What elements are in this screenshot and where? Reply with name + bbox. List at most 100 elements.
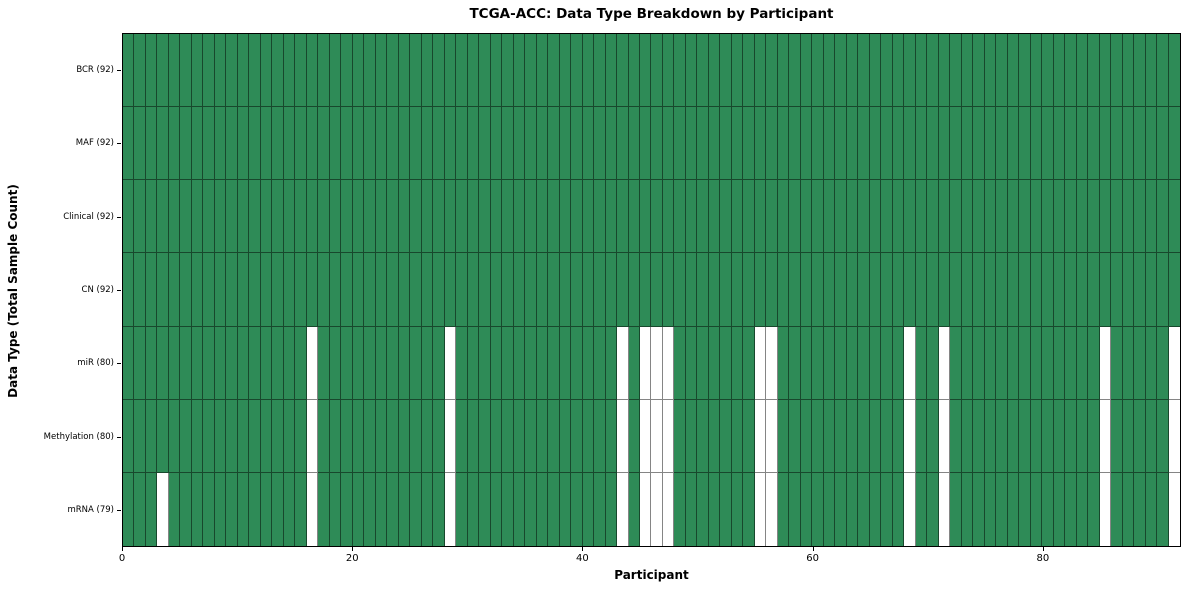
- heatmap-cell: [984, 34, 997, 108]
- heatmap-cell: [835, 399, 847, 473]
- heatmap-cell: [996, 326, 1008, 400]
- heatmap-cell: [559, 34, 572, 108]
- heatmap-cell: [973, 472, 985, 546]
- heatmap-cell: [1065, 107, 1077, 181]
- heatmap-cell: [214, 472, 227, 546]
- heatmap-cell: [421, 34, 434, 108]
- heatmap-cell: [938, 34, 951, 108]
- heatmap-cell: [387, 180, 399, 254]
- heatmap-cell: [1099, 34, 1112, 108]
- heatmap-cell: [410, 399, 422, 473]
- heatmap-cell: [582, 253, 595, 327]
- heatmap-cell: [904, 34, 916, 108]
- heatmap-cell: [858, 180, 870, 254]
- heatmap-cell: [1168, 180, 1180, 254]
- heatmap-cell: [295, 180, 307, 254]
- heatmap-cell: [1134, 326, 1146, 400]
- heatmap-cell: [938, 472, 951, 546]
- heatmap-cell: [651, 326, 663, 400]
- heatmap-cell: [1053, 180, 1066, 254]
- heatmap-cell: [858, 253, 870, 327]
- heatmap-cell: [1065, 34, 1077, 108]
- heatmap-cell: [858, 107, 870, 181]
- heatmap-cell: [387, 326, 399, 400]
- heatmap-cell: [1007, 326, 1020, 400]
- heatmap-cell: [237, 107, 250, 181]
- heatmap-cell: [777, 107, 790, 181]
- heatmap-cell: [892, 472, 905, 546]
- heatmap-cell: [950, 399, 962, 473]
- heatmap-cell: [973, 180, 985, 254]
- heatmap-cell: [490, 472, 503, 546]
- heatmap-cell: [283, 253, 296, 327]
- heatmap-cell: [306, 472, 319, 546]
- heatmap-cell: [490, 399, 503, 473]
- heatmap-cell: [1053, 253, 1066, 327]
- heatmap-cell: [984, 180, 997, 254]
- heatmap-cell: [479, 107, 491, 181]
- heatmap-cell: [766, 34, 778, 108]
- heatmap-cell: [341, 253, 353, 327]
- heatmap-cell: [743, 472, 755, 546]
- heatmap-cell: [364, 472, 376, 546]
- heatmap-cell: [766, 399, 778, 473]
- heatmap-cell: [754, 180, 767, 254]
- heatmap-cell: [892, 253, 905, 327]
- heatmap-cell: [640, 326, 652, 400]
- heatmap-cell: [628, 107, 640, 181]
- heatmap-cell: [306, 34, 319, 108]
- heatmap-cell: [157, 180, 169, 254]
- heatmap-cell: [260, 107, 273, 181]
- heatmap-cell: [513, 34, 526, 108]
- heatmap-cell: [708, 472, 721, 546]
- heatmap-cell: [927, 253, 939, 327]
- heatmap-cell: [123, 472, 135, 546]
- heatmap-cell: [364, 107, 376, 181]
- heatmap-cell: [272, 34, 284, 108]
- heatmap-cell: [812, 326, 824, 400]
- heatmap-cell: [168, 326, 181, 400]
- heatmap-cell: [582, 472, 595, 546]
- heatmap-cell: [352, 472, 365, 546]
- heatmap-cell: [674, 107, 686, 181]
- heatmap-cell: [571, 326, 583, 400]
- heatmap-cell: [594, 107, 606, 181]
- heatmap-cell: [708, 253, 721, 327]
- heatmap-cell: [283, 180, 296, 254]
- heatmap-cell: [984, 253, 997, 327]
- y-tick-mark: [117, 510, 121, 512]
- heatmap-cell: [662, 180, 675, 254]
- heatmap-cell: [594, 399, 606, 473]
- heatmap-cell: [559, 180, 572, 254]
- heatmap-cell: [421, 326, 434, 400]
- heatmap-cell: [789, 107, 801, 181]
- heatmap-cell: [1076, 326, 1089, 400]
- heatmap-cell: [226, 399, 238, 473]
- heatmap-cell: [674, 399, 686, 473]
- heatmap-cell: [674, 326, 686, 400]
- heatmap-cell: [249, 180, 261, 254]
- heatmap-cell: [375, 253, 388, 327]
- heatmap-cell: [720, 180, 732, 254]
- heatmap-cell: [904, 180, 916, 254]
- heatmap-cell: [1145, 399, 1158, 473]
- heatmap-cell: [352, 180, 365, 254]
- heatmap-cell: [1030, 253, 1043, 327]
- heatmap-cell: [950, 472, 962, 546]
- heatmap-cell: [272, 253, 284, 327]
- heatmap-cell: [869, 472, 882, 546]
- heatmap-cell: [950, 180, 962, 254]
- heatmap-cell: [697, 326, 709, 400]
- heatmap-cell: [1007, 399, 1020, 473]
- heatmap-cell: [387, 253, 399, 327]
- heatmap-cell: [800, 180, 813, 254]
- heatmap-cell: [996, 472, 1008, 546]
- heatmap-cell: [180, 34, 192, 108]
- heatmap-cell: [341, 34, 353, 108]
- heatmap-cell: [1019, 180, 1031, 254]
- heatmap-cell: [617, 34, 629, 108]
- heatmap-cell: [628, 472, 640, 546]
- heatmap-cell: [341, 326, 353, 400]
- plot-area: Present Absent: [122, 33, 1181, 547]
- heatmap-cell: [226, 34, 238, 108]
